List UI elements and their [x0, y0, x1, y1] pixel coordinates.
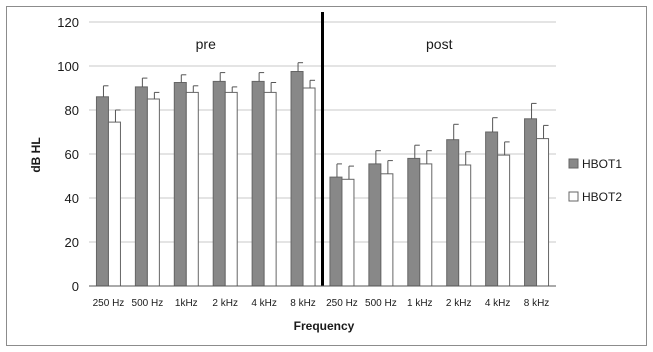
bar-hbot2	[497, 154, 511, 287]
bar-hbot1	[485, 131, 499, 287]
x-tick-label: 8 kHz	[290, 298, 316, 309]
legend-swatch-hbot1	[568, 158, 579, 169]
bar-hbot2	[107, 121, 121, 287]
y-tick-label: 80	[65, 103, 79, 118]
legend-swatch-hbot2	[568, 191, 579, 202]
bar-hbot2	[536, 138, 550, 287]
bar-hbot2	[419, 163, 433, 287]
y-tick-label: 100	[57, 59, 79, 74]
x-tick-label: 4 kHz	[485, 298, 511, 309]
bar-hbot1	[368, 163, 382, 287]
bar-hbot2	[380, 173, 394, 287]
bar-hbot1	[95, 96, 109, 287]
x-tick-label: 250 Hz	[93, 298, 125, 309]
bars	[95, 71, 550, 287]
bar-hbot1	[524, 118, 538, 287]
legend-label: HBOT2	[582, 190, 622, 204]
period-label: post	[426, 36, 453, 52]
x-tick-label: 2 kHz	[212, 298, 238, 309]
x-tick-label: 250 Hz	[326, 298, 358, 309]
y-tick-label: 120	[57, 15, 79, 30]
bar-hbot1	[251, 80, 265, 287]
x-tick-label: 8 kHz	[524, 298, 550, 309]
x-tick-label: 500 Hz	[365, 298, 397, 309]
bar-hbot2	[146, 98, 160, 287]
y-tick-label: 60	[65, 147, 79, 162]
bar-hbot2	[224, 91, 238, 287]
bar-hbot1	[446, 139, 460, 287]
period-labels: pre post	[196, 36, 453, 52]
bar-hbot2	[302, 87, 316, 287]
x-tick-label: 2 kHz	[446, 298, 472, 309]
period-label: pre	[196, 36, 216, 52]
x-axis-title: Frequency	[294, 319, 355, 333]
bar-hbot1	[290, 71, 304, 287]
x-tick-label: 500 Hz	[132, 298, 164, 309]
y-tick-label: 40	[65, 191, 79, 206]
bar-hbot1	[329, 176, 343, 287]
x-tick-label: 1kHz	[175, 298, 198, 309]
y-axis-title: dB HL	[29, 137, 43, 172]
bar-hbot1	[173, 82, 187, 287]
bar-hbot2	[458, 164, 472, 287]
bar-hbot2	[341, 178, 355, 287]
bar-hbot1	[212, 80, 226, 287]
bar-hbot1	[407, 157, 421, 287]
y-tick-label: 20	[65, 235, 79, 250]
x-tick-label: 4 kHz	[251, 298, 277, 309]
y-tick-label: 0	[72, 279, 79, 294]
legend-label: HBOT1	[582, 157, 622, 171]
y-tick-labels: 0 20 40 60 80 100 120	[57, 15, 79, 294]
bar-hbot2	[185, 91, 199, 287]
x-tick-label: 1 kHz	[407, 298, 433, 309]
bar-hbot2	[263, 91, 277, 287]
legend: HBOT1 HBOT2	[568, 157, 622, 204]
x-tick-labels: 250 Hz 500 Hz 1kHz 2 kHz 4 kHz 8 kHz 250 Hz 500…	[93, 298, 550, 309]
bar-hbot1	[134, 86, 148, 287]
error-bars	[102, 62, 549, 180]
